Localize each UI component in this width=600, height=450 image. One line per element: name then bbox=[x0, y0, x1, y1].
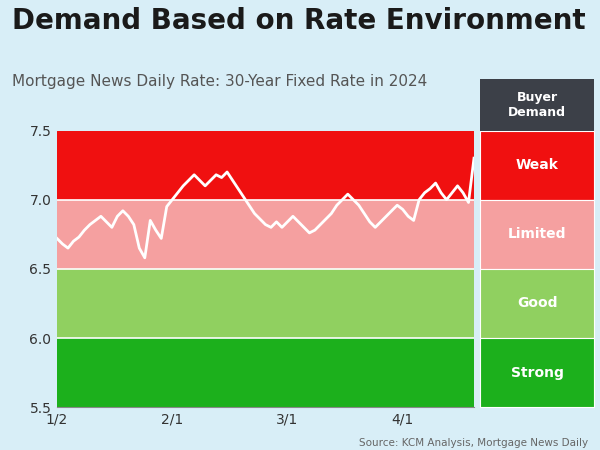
Text: Strong: Strong bbox=[511, 366, 563, 380]
Text: Mortgage News Daily Rate: 30-Year Fixed Rate in 2024: Mortgage News Daily Rate: 30-Year Fixed … bbox=[12, 74, 427, 89]
Bar bbox=[57, 130, 474, 200]
Text: Buyer
Demand: Buyer Demand bbox=[508, 90, 566, 119]
Bar bbox=[57, 200, 474, 269]
Text: Weak: Weak bbox=[515, 158, 559, 172]
Text: Source: KCM Analysis, Mortgage News Daily: Source: KCM Analysis, Mortgage News Dail… bbox=[359, 438, 588, 448]
Bar bbox=[480, 200, 594, 269]
Bar bbox=[480, 338, 594, 407]
Bar bbox=[57, 338, 474, 407]
Text: Good: Good bbox=[517, 297, 557, 310]
Text: Limited: Limited bbox=[508, 227, 566, 241]
Bar bbox=[480, 79, 594, 130]
Bar bbox=[57, 269, 474, 338]
Text: Demand Based on Rate Environment: Demand Based on Rate Environment bbox=[12, 7, 586, 35]
Bar bbox=[480, 130, 594, 200]
Bar bbox=[480, 269, 594, 338]
